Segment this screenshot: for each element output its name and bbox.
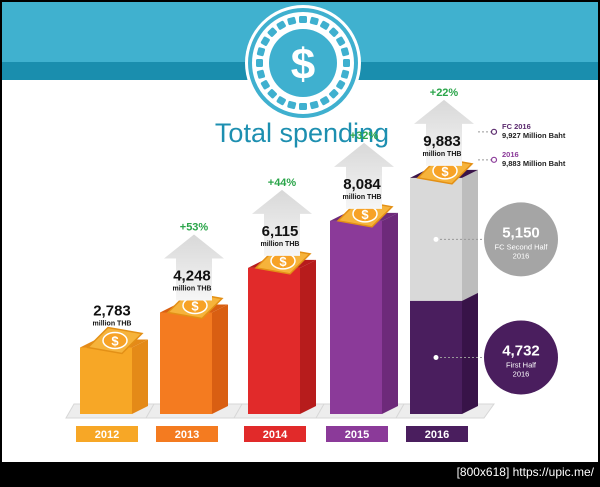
annotation-text-1: 9,883 Million Baht bbox=[502, 159, 566, 168]
bar-front-2013 bbox=[160, 312, 212, 414]
year-label-2014: 2014 bbox=[263, 429, 288, 441]
dot-first-half bbox=[433, 354, 439, 360]
coin-dollar-2012: $ bbox=[111, 333, 119, 348]
second-half-text-1: FC Second Half bbox=[495, 242, 549, 251]
coin-dollar-2013: $ bbox=[191, 298, 199, 313]
growth-arrow-2016 bbox=[414, 99, 474, 166]
bubble-second-half bbox=[484, 202, 558, 277]
annotation-title-1: 2016 bbox=[502, 150, 519, 159]
value-label-2015: 8,084 bbox=[343, 176, 381, 193]
growth-label-2013: +53% bbox=[180, 221, 209, 233]
year-label-2012: 2012 bbox=[95, 429, 119, 441]
value-label-2016: 9,883 bbox=[423, 133, 461, 150]
unit-label-2013: million THB bbox=[173, 285, 212, 292]
watermark-strip bbox=[0, 462, 600, 482]
year-label-2016: 2016 bbox=[425, 429, 449, 441]
bar-side-2015 bbox=[382, 212, 398, 414]
bar-side-2013 bbox=[212, 304, 228, 414]
bar-2013: $ bbox=[145, 291, 245, 419]
bar-2016-first-half-side bbox=[462, 292, 478, 414]
year-box-2016 bbox=[406, 426, 468, 442]
growth-label-2015: +32% bbox=[350, 130, 379, 142]
svg-text:$: $ bbox=[291, 40, 315, 89]
bubble-first-half bbox=[484, 320, 558, 395]
watermark-text: [800x618] https://upic.me/ bbox=[457, 465, 595, 479]
unit-label-2015: million THB bbox=[343, 194, 382, 201]
value-label-2012: 2,783 bbox=[93, 302, 131, 319]
coin-dollar-2014: $ bbox=[279, 254, 287, 269]
year-box-2012 bbox=[76, 426, 138, 442]
growth-label-2014: +44% bbox=[268, 177, 297, 189]
year-box-2014 bbox=[244, 426, 306, 442]
growth-label-2016: +22% bbox=[430, 87, 459, 99]
bar-side-2014 bbox=[300, 259, 316, 414]
bar-2012: $ bbox=[65, 326, 165, 419]
value-label-2014: 6,115 bbox=[262, 223, 299, 240]
coin-icon-2012 bbox=[102, 331, 128, 350]
year-label-2013: 2013 bbox=[175, 429, 199, 441]
bar-2015: $ bbox=[315, 200, 415, 419]
unit-label-2016: million THB bbox=[423, 151, 462, 158]
bar-front-2014 bbox=[248, 267, 300, 414]
coin-dollar-2015: $ bbox=[361, 207, 369, 222]
first-half-text-2: 2016 bbox=[513, 369, 530, 378]
year-box-2013 bbox=[156, 426, 218, 442]
growth-arrow-2013 bbox=[164, 234, 224, 301]
bar-front-2015 bbox=[330, 220, 382, 414]
annotation-title-0: FC 2016 bbox=[502, 122, 531, 131]
second-half-text-2: 2016 bbox=[513, 251, 530, 260]
coin-dollar-2016: $ bbox=[441, 164, 449, 179]
bar-side-2012 bbox=[132, 339, 148, 414]
bar-front-2012 bbox=[80, 347, 132, 414]
growth-arrow-2014 bbox=[252, 189, 312, 256]
year-label-2015: 2015 bbox=[345, 429, 369, 441]
value-label-2013: 4,248 bbox=[173, 267, 211, 284]
annotation-dot-0 bbox=[490, 128, 498, 135]
first-half-value: 4,732 bbox=[502, 342, 540, 359]
second-half-value: 5,150 bbox=[502, 224, 540, 241]
bar-2016-second-half-side bbox=[462, 169, 478, 301]
chart-title: Total spending bbox=[215, 118, 389, 148]
annotation-text-0: 9,927 Million Baht bbox=[502, 131, 566, 140]
dot-second-half bbox=[433, 236, 439, 242]
dollar-coin-icon: $ bbox=[245, 5, 361, 121]
first-half-text-1: First Half bbox=[506, 360, 537, 369]
year-box-2015 bbox=[326, 426, 388, 442]
growth-arrow-2015 bbox=[334, 142, 394, 209]
unit-label-2012: million THB bbox=[93, 320, 132, 327]
unit-label-2014: million THB bbox=[261, 241, 300, 248]
annotation-dot-1 bbox=[490, 156, 498, 163]
